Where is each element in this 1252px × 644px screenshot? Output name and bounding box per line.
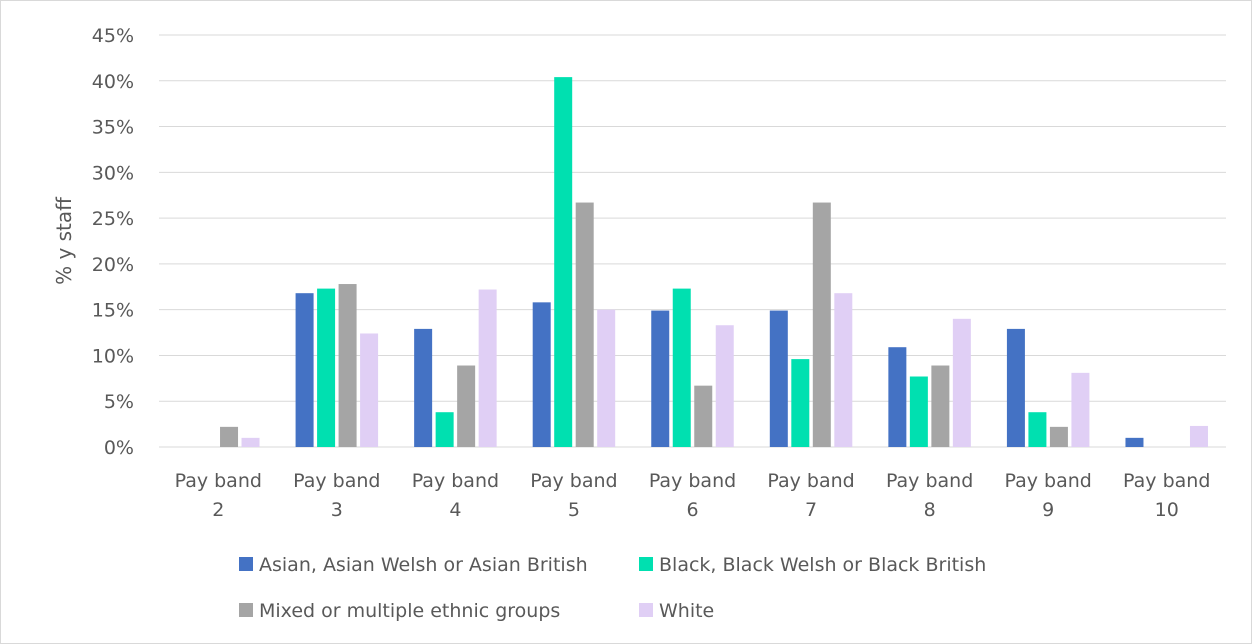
- bar: [597, 310, 615, 447]
- bar: [651, 311, 669, 447]
- y-tick-label: 35%: [92, 117, 134, 139]
- bar: [1125, 438, 1143, 447]
- bar: [1050, 427, 1068, 447]
- x-axis-tick-labels: Pay band 2 Pay band 3 Pay band 4 Pay band 5 Pay …: [175, 470, 1211, 521]
- y-axis-tick-labels: 0% 5% 10% 15% 20% 25% 30% 35% 40% 45%: [92, 25, 134, 459]
- legend: Asian, Asian Welsh or Asian British Black…: [239, 554, 986, 622]
- y-tick-label: 15%: [92, 300, 134, 322]
- bar: [791, 359, 809, 447]
- legend-label: Black, Black Welsh or Black British: [659, 554, 986, 576]
- bar: [360, 333, 378, 447]
- bar: [220, 427, 238, 447]
- bar: [436, 412, 454, 447]
- bar: [317, 289, 335, 447]
- bar: [242, 438, 260, 447]
- bar: [888, 347, 906, 447]
- bar: [339, 284, 357, 447]
- bar: [694, 386, 712, 447]
- bar: [457, 366, 475, 447]
- y-tick-label: 40%: [92, 71, 134, 93]
- x-tick-label: Pay band: [1004, 470, 1091, 492]
- x-tick-label: Pay band: [649, 470, 736, 492]
- legend-swatch: [239, 557, 253, 571]
- x-tick-label: Pay band: [767, 470, 854, 492]
- x-tick-label: 4: [449, 499, 461, 521]
- bar: [479, 290, 497, 447]
- x-tick-label: 9: [1042, 499, 1054, 521]
- x-tick-label: Pay band: [1123, 470, 1210, 492]
- bar: [813, 203, 831, 447]
- bar: [1071, 373, 1089, 447]
- bar: [931, 366, 949, 447]
- x-tick-label: 7: [805, 499, 817, 521]
- legend-swatch: [239, 603, 253, 617]
- bar: [910, 377, 928, 447]
- x-tick-label: Pay band: [412, 470, 499, 492]
- bars: [220, 77, 1208, 447]
- legend-swatch: [639, 603, 653, 617]
- x-tick-label: 6: [686, 499, 698, 521]
- x-tick-label: 2: [212, 499, 224, 521]
- x-tick-label: 8: [924, 499, 936, 521]
- y-tick-label: 0%: [104, 437, 134, 459]
- y-tick-label: 5%: [104, 391, 134, 413]
- bar: [1190, 426, 1208, 447]
- x-tick-label: Pay band: [175, 470, 262, 492]
- legend-swatch: [639, 557, 653, 571]
- x-tick-label: Pay band: [886, 470, 973, 492]
- bar: [1028, 412, 1046, 447]
- y-tick-label: 10%: [92, 345, 134, 367]
- x-tick-label: 10: [1155, 499, 1179, 521]
- y-tick-label: 45%: [92, 25, 134, 47]
- y-tick-label: 25%: [92, 208, 134, 230]
- bar: [414, 329, 432, 447]
- bar: [554, 77, 572, 447]
- legend-label: Asian, Asian Welsh or Asian British: [259, 554, 588, 576]
- bar: [953, 319, 971, 447]
- legend-label: White: [659, 600, 714, 622]
- y-tick-label: 20%: [92, 254, 134, 276]
- bar: [533, 302, 551, 447]
- x-tick-label: Pay band: [530, 470, 617, 492]
- y-axis-title: % y staff: [52, 196, 76, 285]
- bar: [1007, 329, 1025, 447]
- bar: [673, 289, 691, 447]
- bar: [716, 325, 734, 447]
- bar: [770, 311, 788, 447]
- x-tick-label: 5: [568, 499, 580, 521]
- bar: [296, 293, 314, 447]
- x-tick-label: 3: [331, 499, 343, 521]
- x-tick-label: Pay band: [293, 470, 380, 492]
- legend-label: Mixed or multiple ethnic groups: [259, 600, 560, 622]
- bar: [834, 293, 852, 447]
- bar: [576, 203, 594, 447]
- y-tick-label: 30%: [92, 162, 134, 184]
